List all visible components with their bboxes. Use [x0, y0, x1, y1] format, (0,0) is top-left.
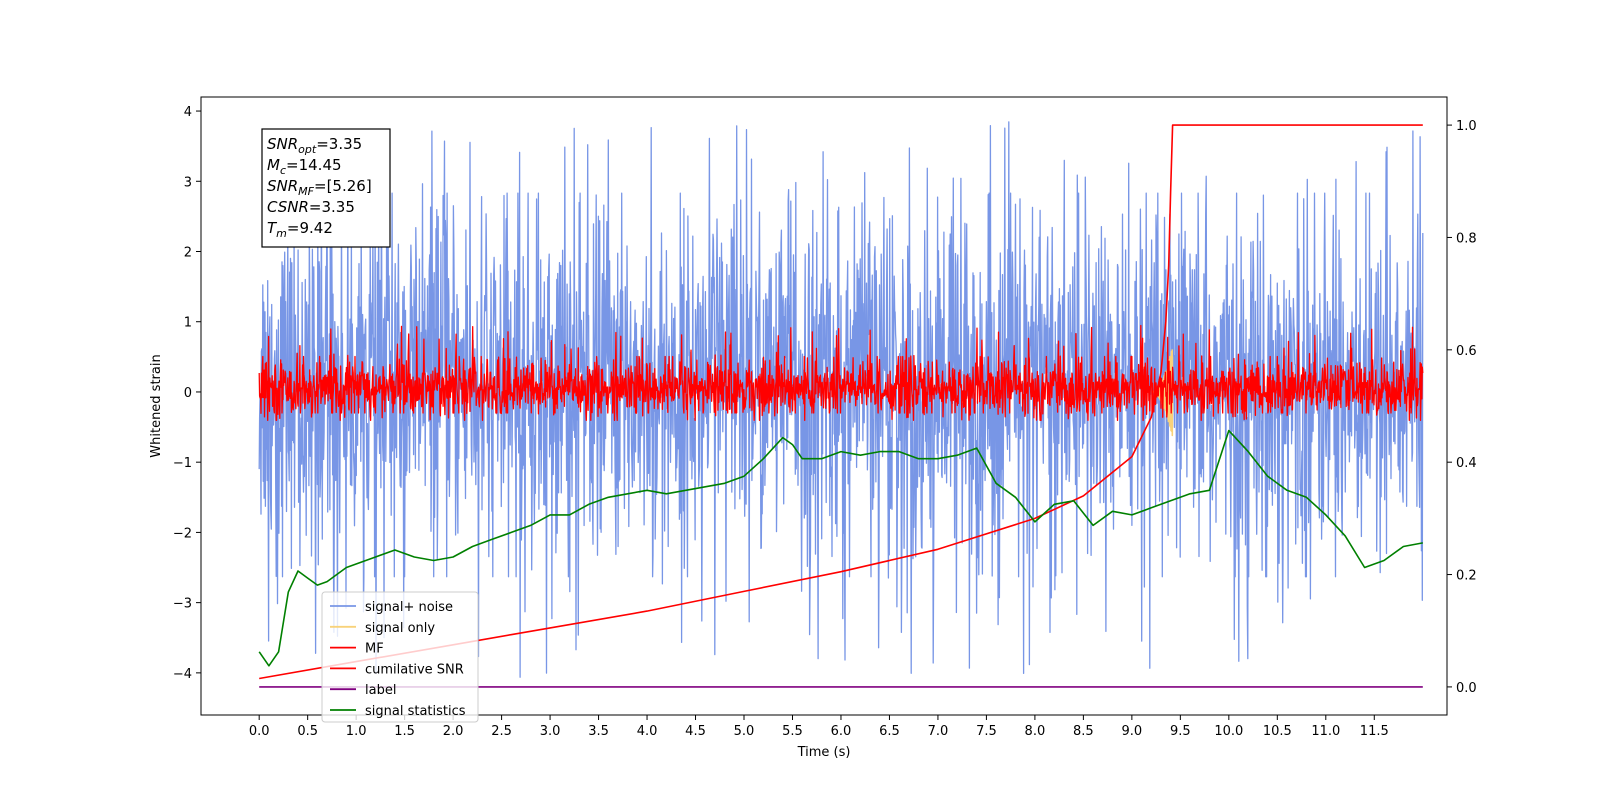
legend-label-label: label	[365, 683, 396, 698]
legend-label-signal-noise: signal+ noise	[365, 600, 453, 615]
annotation-frame	[261, 128, 391, 248]
x-tick-label: 9.0	[1122, 724, 1143, 739]
series-line-cumilative-snr	[259, 124, 1423, 680]
x-tick-label: 10.0	[1214, 724, 1243, 739]
x-tick-label: 10.5	[1263, 724, 1292, 739]
x-tick-label: 2.0	[443, 724, 464, 739]
x-tick-label: 1.0	[346, 724, 367, 739]
legend-label-mf: MF	[365, 642, 384, 657]
plot-frame	[200, 96, 1448, 716]
y-tick-label: −1	[173, 456, 192, 471]
series-line-signal-statistics	[258, 429, 1423, 667]
y-tick-label: −2	[173, 526, 192, 541]
x-axis-label: Time (s)	[797, 745, 851, 760]
y-right-tick-label: 0.4	[1456, 456, 1477, 471]
y-right-tick-label: 0.0	[1456, 681, 1477, 696]
y-right-tick-label: 0.2	[1456, 569, 1477, 584]
y-axis-label: Whitened strain	[149, 354, 164, 457]
y-right-tick-label: 1.0	[1456, 119, 1477, 134]
annotation-line: Mc=14.45	[267, 156, 342, 177]
y-tick-label: 4	[184, 105, 192, 120]
y-tick-label: −4	[173, 667, 192, 682]
x-tick-label: 0.5	[297, 724, 318, 739]
legend-label-cumilative-snr: cumilative SNR	[365, 662, 464, 677]
annotation-line: SNRMF=[5.26]	[267, 177, 372, 198]
x-tick-label: 11.5	[1360, 724, 1389, 739]
annotation-line: SNRopt=3.35	[267, 135, 362, 156]
x-tick-label: 8.0	[1025, 724, 1046, 739]
legend: signal+ noise signal only MF cumilative SNR…	[321, 591, 479, 723]
y-tick-label: 3	[184, 175, 192, 190]
x-tick-label: 9.5	[1170, 724, 1191, 739]
x-tick-label: 4.5	[685, 724, 706, 739]
annotation-line: CSNR=3.35	[267, 198, 355, 216]
x-tick-label: 6.5	[879, 724, 900, 739]
y-axis-right: 0.0 0.2 0.4 0.6 0.8 1.0	[1447, 119, 1477, 696]
x-tick-label: 11.0	[1311, 724, 1340, 739]
x-tick-label: 8.5	[1073, 724, 1094, 739]
x-tick-label: 7.0	[928, 724, 949, 739]
plot-area	[258, 121, 1424, 688]
annotation-box: SNRopt=3.35Mc=14.45SNRMF=[5.26]CSNR=3.35…	[261, 128, 391, 248]
x-tick-label: 1.5	[394, 724, 415, 739]
y-tick-label: 0	[184, 386, 192, 401]
x-tick-label: 0.0	[249, 724, 270, 739]
x-tick-label: 4.0	[637, 724, 658, 739]
y-right-tick-label: 0.6	[1456, 344, 1477, 359]
x-tick-label: 3.0	[540, 724, 561, 739]
y-tick-label: −3	[173, 597, 192, 612]
y-tick-label: 2	[184, 246, 192, 261]
legend-frame	[321, 591, 479, 723]
x-tick-label: 5.0	[734, 724, 755, 739]
x-tick-label: 5.5	[782, 724, 803, 739]
legend-label-signal-statistics: signal statistics	[365, 704, 466, 719]
legend-label-signal-only: signal only	[365, 621, 435, 636]
x-tick-label: 6.0	[831, 724, 852, 739]
x-tick-label: 7.5	[976, 724, 997, 739]
y-tick-label: 1	[184, 316, 192, 331]
x-tick-label: 2.5	[491, 724, 512, 739]
y-right-tick-label: 0.8	[1456, 231, 1477, 246]
y-axis-left: −4 −3 −2 −1 0 1 2 3 4	[173, 105, 201, 682]
x-axis: 0.0 0.5 1.0 1.5 2.0 2.5 3.0 3.5 4.0 4.5 5.0 5.5 6.0 6…	[249, 715, 1389, 739]
annotation-line: Tm=9.42	[267, 219, 333, 240]
series-line-mf	[258, 324, 1424, 422]
x-tick-label: 3.5	[588, 724, 609, 739]
